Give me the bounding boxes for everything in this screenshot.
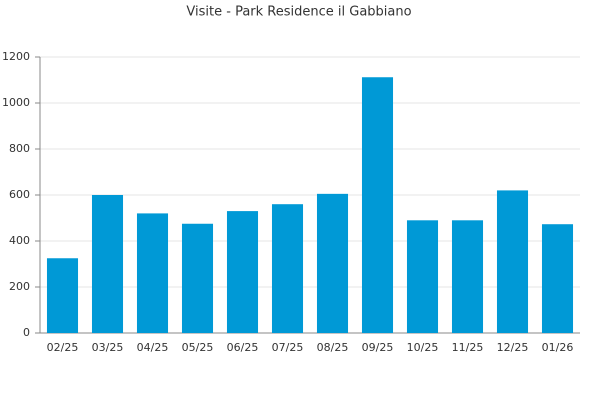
x-tick-label: 03/25: [92, 341, 124, 354]
x-tick-label: 07/25: [272, 341, 304, 354]
bar: [316, 193, 349, 333]
y-tick-label: 1200: [2, 50, 30, 63]
x-tick-label: 05/25: [182, 341, 214, 354]
bar: [496, 190, 529, 333]
x-tick-label: 01/26: [542, 341, 574, 354]
bar: [91, 195, 124, 333]
x-tick-label: 09/25: [362, 341, 394, 354]
chart-title: Visite - Park Residence il Gabbiano: [186, 5, 411, 20]
bar: [226, 211, 259, 333]
x-tick-label: 02/25: [47, 341, 79, 354]
x-tick-label: 08/25: [317, 341, 349, 354]
bar: [181, 223, 214, 333]
bar: [136, 213, 169, 333]
bar: [541, 224, 574, 333]
x-tick-label: 06/25: [227, 341, 259, 354]
y-tick-label: 400: [9, 234, 30, 247]
y-tick-label: 600: [9, 188, 30, 201]
x-tick-label: 11/25: [452, 341, 484, 354]
bar: [451, 220, 484, 333]
bar: [361, 77, 394, 334]
y-tick-label: 800: [9, 142, 30, 155]
x-tick-label: 04/25: [137, 341, 169, 354]
x-tick-label: 12/25: [497, 341, 529, 354]
x-tick-label: 10/25: [407, 341, 439, 354]
y-tick-label: 1000: [2, 96, 30, 109]
y-tick-label: 200: [9, 280, 30, 293]
bar: [271, 204, 304, 333]
bar: [46, 258, 79, 333]
bar: [406, 220, 439, 333]
y-tick-label: 0: [23, 326, 30, 339]
